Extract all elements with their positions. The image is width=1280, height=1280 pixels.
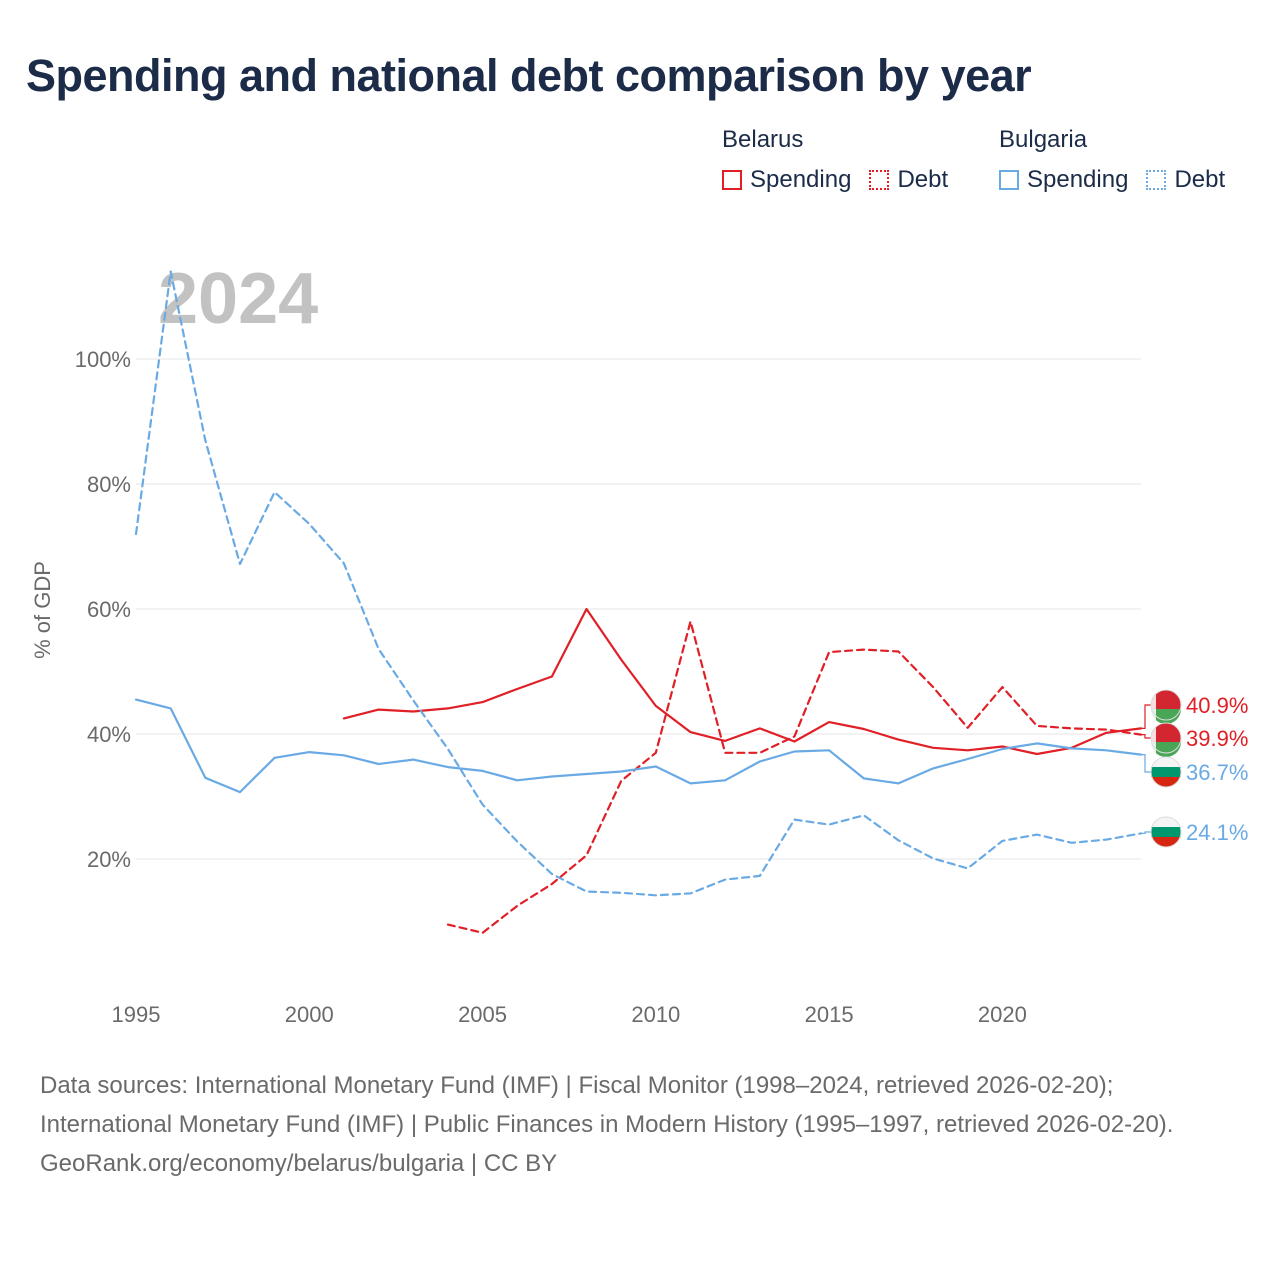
chart-plot: 2024 20% 40% 60% 80% 100% 1995 2000 2005 2010 20…: [30, 259, 1248, 1027]
flag-ornament: [1151, 723, 1156, 753]
credit-line[interactable]: GeoRank.org/economy/belarus/bulgaria | C…: [40, 1150, 558, 1177]
end-labels: 40.9% 39.9% 36.7% 24.1%: [1141, 689, 1248, 848]
legend-bulgaria-spending-label: Spending: [1027, 166, 1129, 193]
flag-band-red: [1152, 777, 1180, 787]
footer: Data sources: International Monetary Fun…: [40, 1066, 1240, 1183]
legend-belarus-debt[interactable]: Debt: [869, 166, 948, 194]
x-tick-label: 2010: [631, 1002, 680, 1027]
series-bulgaria-debt[interactable]: [134, 270, 1143, 897]
flag-outline: [1150, 756, 1182, 788]
legend-bulgaria: Bulgaria Spending Debt: [999, 124, 1225, 194]
flag-band-green: [1151, 742, 1181, 757]
flag-band-white: [1152, 817, 1180, 827]
end-label-connector: [1141, 704, 1151, 729]
legend-bulgaria-debt-label: Debt: [1174, 166, 1226, 193]
data-sources: Data sources: International Monetary Fun…: [40, 1072, 1174, 1138]
legend-swatch-bulgaria-spending: [999, 170, 1019, 190]
y-tick-label: 100%: [75, 347, 131, 372]
legend-swatch-belarus-debt: [869, 170, 890, 190]
gridlines: [136, 358, 1141, 860]
flag-band-green: [1151, 827, 1181, 837]
legend-belarus-debt-label: Debt: [897, 166, 949, 193]
x-tick-label: 2000: [285, 1002, 334, 1027]
y-axis-ticks: 20% 40% 60% 80% 100%: [75, 347, 131, 872]
year-watermark: 2024: [158, 259, 318, 339]
x-axis-ticks: 1995 2000 2005 2010 2015 2020: [112, 1002, 1027, 1027]
flag-ornament: [1151, 690, 1156, 720]
flag-outline: [1150, 816, 1182, 848]
chart-title: Spending and national debt comparison by…: [26, 50, 1032, 101]
flag-band-white: [1152, 757, 1180, 767]
flag-band-green: [1151, 767, 1181, 777]
legend-bulgaria-debt[interactable]: Debt: [1146, 166, 1225, 194]
legend-belarus: Belarus Spending Debt: [722, 124, 966, 194]
y-axis-label: % of GDP: [30, 561, 55, 659]
bulgaria-flag-icon: [1150, 756, 1182, 788]
y-tick-label: 60%: [87, 597, 131, 622]
legend-belarus-spending-label: Spending: [750, 166, 852, 193]
bulgaria-flag-icon: [1150, 816, 1182, 848]
flag-band-red: [1151, 723, 1181, 738]
flag-band-red: [1152, 837, 1180, 847]
end-label-connector: [1141, 734, 1151, 739]
flag-band-red: [1151, 690, 1181, 705]
end-value-label-bulgaria-debt: 24.1%: [1186, 820, 1248, 845]
y-tick-label: 20%: [87, 847, 131, 872]
y-tick-label: 80%: [87, 472, 131, 497]
end-label-connector: [1141, 754, 1151, 773]
x-tick-label: 2005: [458, 1002, 507, 1027]
end-value-label-bulgaria-spending: 36.7%: [1186, 760, 1248, 785]
legend-belarus-title: Belarus: [722, 126, 804, 153]
flag-band-red-lower: [1151, 705, 1181, 709]
legend-swatch-bulgaria-debt: [1146, 170, 1167, 190]
end-value-label-belarus-debt: 39.9%: [1186, 726, 1248, 751]
series-belarus-spending[interactable]: [342, 607, 1143, 756]
end-label-connector: [1141, 831, 1151, 834]
belarus-flag-icon: [1150, 722, 1182, 757]
legend-swatch-belarus-spending: [722, 170, 742, 190]
y-tick-label: 40%: [87, 722, 131, 747]
x-tick-label: 1995: [112, 1002, 161, 1027]
legend-belarus-spending[interactable]: Spending: [722, 166, 851, 194]
flag-outline: [1150, 689, 1182, 721]
x-tick-label: 2015: [805, 1002, 854, 1027]
x-tick-label: 2020: [978, 1002, 1027, 1027]
end-value-label-belarus-spending: 40.9%: [1186, 693, 1248, 718]
series-lines: [134, 270, 1143, 934]
belarus-flag-icon: [1150, 689, 1182, 724]
flag-band-red-lower: [1151, 738, 1181, 742]
legend-bulgaria-spending[interactable]: Spending: [999, 166, 1128, 194]
legend-bulgaria-title: Bulgaria: [999, 126, 1088, 153]
series-bulgaria-spending[interactable]: [134, 698, 1143, 794]
series-belarus-debt[interactable]: [446, 620, 1143, 934]
flag-band-green: [1151, 709, 1181, 724]
flag-outline: [1150, 722, 1182, 754]
